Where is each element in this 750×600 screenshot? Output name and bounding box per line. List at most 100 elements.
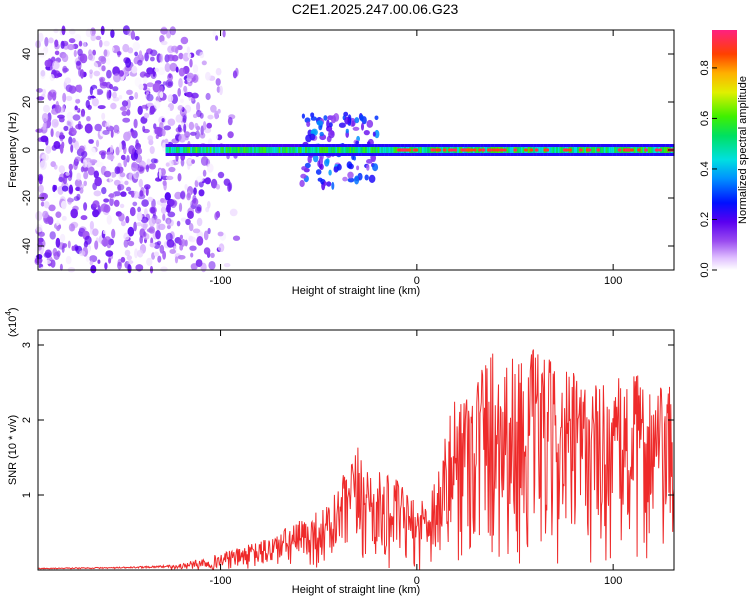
noise-blob bbox=[182, 115, 187, 124]
noise-blob bbox=[202, 121, 207, 131]
noise-blob bbox=[51, 60, 60, 70]
carrier-peak bbox=[499, 148, 504, 152]
noise-blob bbox=[127, 47, 134, 54]
carrier-band-mid bbox=[541, 147, 544, 153]
noise-blob bbox=[127, 260, 134, 265]
noise-blob bbox=[150, 56, 155, 62]
noise-blob bbox=[95, 88, 104, 96]
noise-blob bbox=[37, 237, 44, 243]
noise-blob bbox=[146, 93, 154, 102]
carrier-band-mid bbox=[374, 147, 377, 153]
colorbar-label: Normalized spectral amplitude bbox=[737, 76, 749, 224]
noise-blob bbox=[54, 50, 60, 56]
carrier-band-mid bbox=[372, 147, 375, 153]
carrier-band-mid bbox=[600, 147, 603, 153]
noise-blob bbox=[161, 118, 165, 123]
noise-blob bbox=[186, 192, 191, 201]
noise-blob bbox=[147, 135, 154, 142]
noise-blob bbox=[134, 36, 140, 41]
carrier-band-mid bbox=[262, 147, 265, 153]
noise-blob bbox=[51, 118, 59, 128]
noise-blob bbox=[134, 248, 138, 259]
noise-blob bbox=[73, 244, 79, 252]
noise-blob bbox=[78, 226, 87, 233]
noise-blob bbox=[177, 254, 186, 260]
noise-blob bbox=[177, 105, 184, 111]
spectrogram-y-ticks: 40 20 0 -20 -40 bbox=[21, 48, 674, 254]
noise-blob bbox=[178, 52, 184, 60]
noise-blob bbox=[198, 189, 205, 197]
noise-blob bbox=[62, 65, 68, 74]
noise-blob bbox=[99, 82, 108, 89]
noise-blob bbox=[72, 137, 76, 143]
colorbar-ticks: 0.0 0.2 0.4 0.6 0.8 bbox=[699, 60, 717, 278]
noise-blob bbox=[127, 226, 135, 237]
noise-blob bbox=[85, 99, 91, 109]
snr-y-tick-label: 1 bbox=[21, 492, 33, 498]
carrier-peak bbox=[449, 148, 454, 152]
noise-blob bbox=[154, 218, 162, 224]
noise-blob bbox=[184, 184, 188, 190]
noise-blob bbox=[144, 184, 151, 190]
noise-blob bbox=[59, 131, 64, 142]
noise-blob bbox=[137, 105, 143, 115]
carrier-band-mid bbox=[358, 147, 361, 153]
noise-blob bbox=[77, 120, 82, 130]
noise-blob bbox=[149, 105, 155, 115]
noise-blob bbox=[97, 259, 101, 264]
noise-blob bbox=[101, 112, 106, 120]
noise-blob bbox=[159, 91, 164, 99]
carrier-band-mid bbox=[193, 147, 196, 153]
carrier-band-mid bbox=[190, 147, 193, 153]
carrier-band-mid bbox=[248, 147, 251, 153]
noise-blob bbox=[196, 217, 203, 227]
noise-blob bbox=[64, 77, 72, 84]
noise-blob bbox=[164, 62, 171, 73]
disturbance-blob bbox=[361, 122, 364, 131]
noise-blob bbox=[136, 211, 143, 222]
noise-blob bbox=[196, 175, 204, 183]
colorbar-tick-label: 0.0 bbox=[699, 262, 711, 277]
carrier-band-mid bbox=[651, 147, 654, 153]
carrier-band-mid bbox=[556, 147, 558, 153]
carrier-band-mid bbox=[610, 147, 613, 153]
snr-x-tick-label: -100 bbox=[210, 575, 232, 587]
spectrogram-panel: -100 0 100 40 20 0 -20 -40 Height of straight … bbox=[7, 25, 675, 297]
noise-blob bbox=[126, 255, 132, 261]
noise-blob bbox=[171, 45, 179, 53]
noise-blob bbox=[146, 82, 154, 88]
noise-blob bbox=[55, 211, 62, 218]
carrier-band-mid bbox=[284, 147, 286, 153]
noise-blob bbox=[89, 159, 98, 164]
noise-blob bbox=[126, 89, 133, 96]
carrier-band-mid bbox=[368, 147, 371, 153]
noise-blob bbox=[154, 265, 161, 272]
carrier-band-mid bbox=[245, 147, 248, 153]
noise-blob bbox=[189, 58, 193, 68]
carrier-peak bbox=[596, 148, 601, 152]
noise-blob bbox=[215, 78, 221, 86]
noise-blob bbox=[52, 192, 59, 199]
noise-blob bbox=[189, 131, 197, 136]
noise-blob bbox=[178, 202, 183, 212]
noise-blob bbox=[59, 144, 64, 154]
carrier-peak bbox=[630, 148, 634, 152]
noise-blob bbox=[120, 154, 126, 161]
carrier-peak bbox=[502, 148, 507, 152]
carrier-band-mid bbox=[204, 147, 207, 153]
noise-blob bbox=[101, 187, 107, 195]
carrier-band-mid bbox=[291, 147, 293, 153]
noise-blob bbox=[143, 112, 150, 119]
carrier-band-mid bbox=[594, 147, 597, 153]
noise-blob bbox=[88, 139, 94, 144]
carrier-band-mid bbox=[255, 147, 258, 153]
noise-blob bbox=[103, 170, 112, 178]
disturbance-blob bbox=[326, 181, 332, 187]
noise-blob bbox=[133, 170, 140, 180]
noise-blob bbox=[177, 124, 182, 132]
noise-blob bbox=[51, 91, 57, 101]
noise-blob bbox=[38, 231, 45, 237]
noise-blob bbox=[130, 131, 136, 137]
disturbance-blob bbox=[344, 116, 351, 125]
noise-blob bbox=[117, 261, 122, 270]
